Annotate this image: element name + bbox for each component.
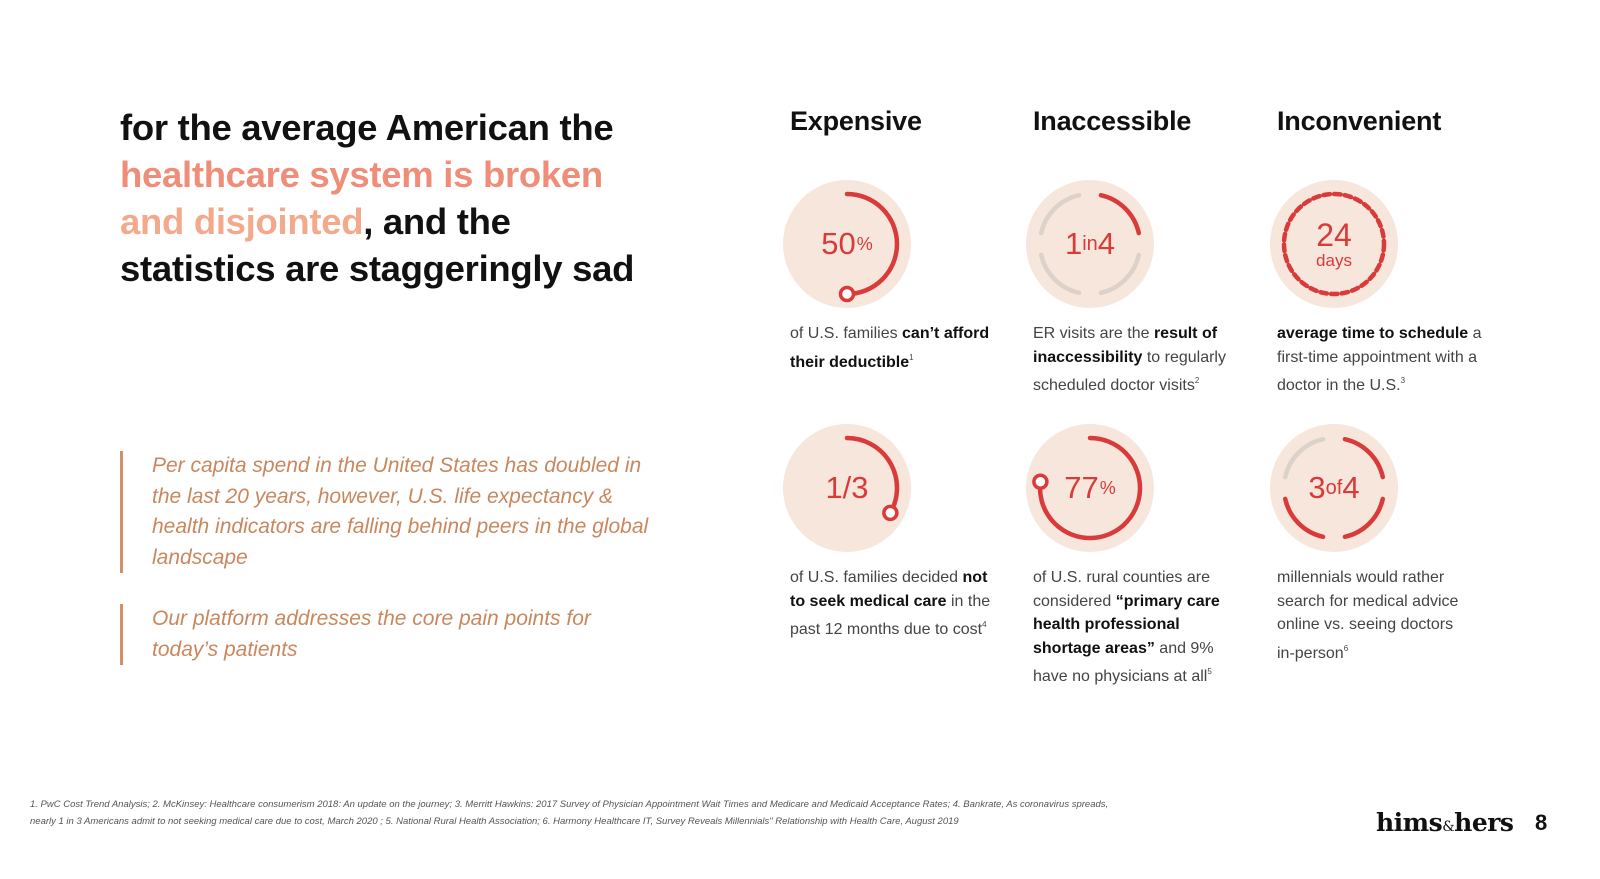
column-title-inconvenient: Inconvenient: [1277, 106, 1442, 136]
quote-platform: Our platform addresses the core pain poi…: [120, 604, 632, 665]
stat-value: 24 days: [1316, 217, 1352, 270]
desc-text: in the past 12 months due to cost: [790, 592, 991, 639]
stat-circle-24-days: 24 days: [1267, 177, 1401, 311]
dashed-circle: [1281, 191, 1387, 297]
headline-accent2: and disjointed: [120, 201, 364, 242]
footnote-ref: 5: [1207, 667, 1212, 676]
quarter-ring: [1026, 180, 1154, 308]
desc-bold-text: can’t afford their deductible: [790, 325, 990, 371]
footnote-ref: 2: [1194, 376, 1200, 385]
stat-circle-3-of-4: 3 of 4: [1267, 421, 1401, 555]
stat-circle-1-in-4: 1 in 4: [1023, 177, 1157, 311]
ring-segment-empty: [1098, 252, 1142, 296]
stat-description: of U.S. rural counties are considered “p…: [1033, 566, 1238, 689]
ring-segment-empty: [1038, 192, 1082, 236]
stat-circle-77-percent: 77%: [1023, 421, 1157, 555]
desc-bold-text: “primary care health professional shorta…: [1033, 592, 1220, 657]
footnote-ref: 3: [1400, 376, 1406, 385]
footnote-ref: 6: [1343, 643, 1349, 653]
column-title-inaccessible: Inaccessible: [1033, 106, 1192, 136]
stat-value: 3 of 4: [1308, 470, 1360, 505]
quote-per-capita-spend: Per capita spend in the United States ha…: [120, 451, 672, 573]
desc-text: of U.S. families: [790, 325, 903, 342]
circle-background: [783, 424, 911, 552]
stat-value: 77%: [1064, 470, 1116, 505]
stat-circle-50-percent: 50%: [780, 177, 914, 311]
dashed-ring: [1270, 180, 1398, 308]
quarter-ring: [1270, 424, 1398, 552]
desc-bold-text: result of inaccessibility: [1033, 325, 1218, 366]
progress-arc: [1037, 435, 1143, 541]
arc-end-dot: [838, 285, 856, 303]
ring-segment-empty: [1038, 252, 1082, 296]
progress-arc: [844, 191, 900, 297]
ring-segment-empty: [1282, 436, 1326, 480]
progress-ring: [783, 424, 911, 552]
headline: for the average American the healthcare …: [120, 104, 680, 292]
column-title-expensive: Expensive: [790, 106, 922, 136]
page-number: 8: [1535, 810, 1548, 835]
circle-background: [783, 180, 911, 308]
desc-bold-text: not to seek medical care: [790, 569, 988, 610]
desc-text: to regularly scheduled doctor visits: [1033, 348, 1226, 395]
footnote-ref: 1: [909, 352, 914, 362]
stat-description: of U.S. families decided not to seek med…: [790, 566, 1000, 642]
stat-value: 1/3: [825, 470, 869, 505]
headline-part2: , and the: [363, 201, 511, 242]
headline-part1: for the average American the: [120, 107, 614, 148]
stat-circle-one-third: 1/3: [780, 421, 914, 555]
stat-description: ER visits are the result of inaccessibil…: [1033, 322, 1243, 398]
progress-arc: [844, 435, 900, 516]
stat-value: 50%: [821, 226, 873, 261]
headline-accent: healthcare system is broken: [120, 154, 603, 195]
desc-text: millennials would rather search for medi…: [1277, 569, 1459, 662]
progress-ring: [783, 180, 911, 308]
footnote-sources: 1. PwC Cost Trend Analysis; 2. McKinsey:…: [30, 799, 1109, 827]
desc-text: ER visits are the: [1033, 325, 1154, 342]
footnote-ref: 4: [982, 620, 987, 629]
desc-text: and 9% have no physicians at all: [1033, 639, 1214, 686]
stat-description: millennials would rather search for medi…: [1277, 566, 1472, 665]
arc-end-dot: [882, 504, 899, 522]
stat-description: average time to schedule a first-time ap…: [1277, 322, 1492, 398]
desc-text: of U.S. families decided: [790, 569, 963, 586]
stat-description: of U.S. families can’t afford their dedu…: [790, 322, 1000, 374]
ring-segment-filled: [1282, 496, 1326, 540]
ring-segment-filled: [1342, 436, 1386, 480]
ring-segment-filled: [1342, 496, 1386, 540]
circle-background: [1270, 180, 1398, 308]
desc-bold-text: average time to schedule: [1277, 325, 1469, 342]
hims-hers-logo: hims&hers: [1376, 808, 1514, 837]
desc-text: a first-time appointment with a doctor i…: [1277, 325, 1482, 394]
circle-background: [1026, 424, 1154, 552]
desc-text: of U.S. rural counties are considered: [1033, 569, 1210, 610]
circle-background: [1026, 180, 1154, 308]
stat-value: 1 in 4: [1064, 226, 1116, 261]
progress-ring: [1026, 424, 1154, 552]
circle-background: [1270, 424, 1398, 552]
headline-part3: statistics are staggeringly sad: [120, 248, 635, 289]
ring-segment-filled: [1098, 192, 1142, 236]
arc-end-dot: [1032, 473, 1049, 490]
